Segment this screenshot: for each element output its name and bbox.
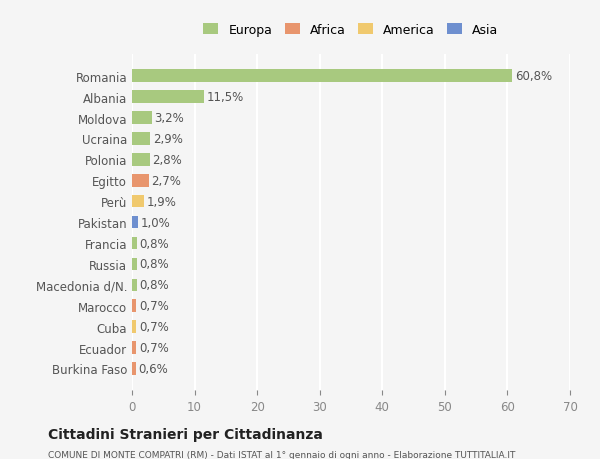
Bar bbox=[132, 216, 138, 229]
Text: 1,0%: 1,0% bbox=[141, 216, 170, 229]
Text: 2,9%: 2,9% bbox=[152, 133, 182, 146]
Text: 0,8%: 0,8% bbox=[140, 279, 169, 291]
Bar bbox=[132, 133, 150, 146]
Bar bbox=[132, 363, 136, 375]
Text: 2,8%: 2,8% bbox=[152, 154, 182, 167]
Text: COMUNE DI MONTE COMPATRI (RM) - Dati ISTAT al 1° gennaio di ogni anno - Elaboraz: COMUNE DI MONTE COMPATRI (RM) - Dati IST… bbox=[48, 450, 515, 459]
Text: Cittadini Stranieri per Cittadinanza: Cittadini Stranieri per Cittadinanza bbox=[48, 427, 323, 441]
Bar bbox=[132, 237, 137, 250]
Bar bbox=[132, 300, 136, 312]
Text: 0,6%: 0,6% bbox=[138, 362, 168, 375]
Bar bbox=[132, 70, 512, 83]
Bar bbox=[132, 341, 136, 354]
Text: 60,8%: 60,8% bbox=[515, 70, 552, 83]
Text: 3,2%: 3,2% bbox=[155, 112, 184, 125]
Bar bbox=[132, 196, 144, 208]
Text: 0,8%: 0,8% bbox=[140, 258, 169, 271]
Text: 0,7%: 0,7% bbox=[139, 300, 169, 313]
Bar bbox=[132, 174, 149, 187]
Text: 2,7%: 2,7% bbox=[151, 174, 181, 187]
Bar bbox=[132, 154, 149, 166]
Bar bbox=[132, 91, 204, 104]
Bar bbox=[132, 112, 152, 124]
Text: 0,7%: 0,7% bbox=[139, 341, 169, 354]
Text: 11,5%: 11,5% bbox=[206, 91, 244, 104]
Text: 0,8%: 0,8% bbox=[140, 237, 169, 250]
Legend: Europa, Africa, America, Asia: Europa, Africa, America, Asia bbox=[197, 18, 505, 43]
Text: 0,7%: 0,7% bbox=[139, 320, 169, 333]
Text: 1,9%: 1,9% bbox=[146, 195, 176, 208]
Bar bbox=[132, 258, 137, 271]
Bar bbox=[132, 321, 136, 333]
Bar bbox=[132, 279, 137, 291]
